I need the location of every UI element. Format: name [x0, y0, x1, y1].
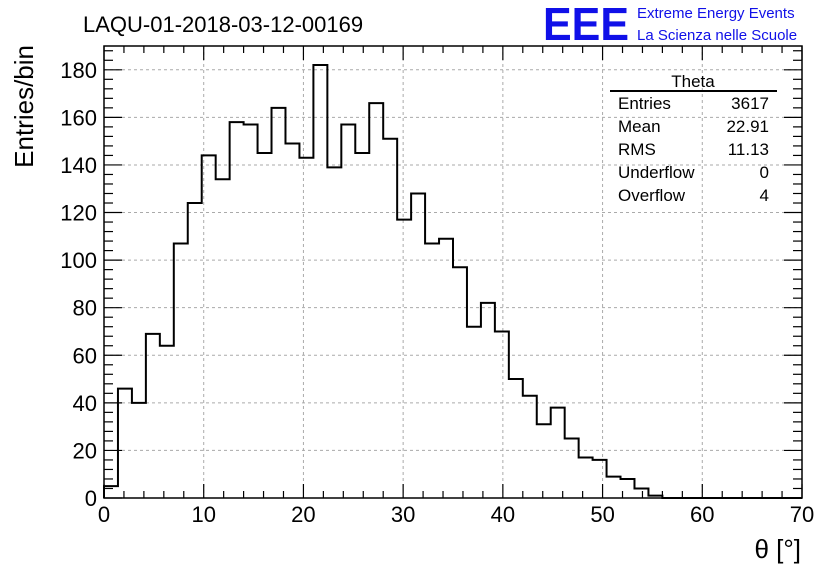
histogram-bin	[299, 158, 313, 498]
histogram-bin	[313, 65, 327, 498]
histogram-bin	[327, 167, 341, 498]
histogram-bin	[634, 488, 648, 498]
x-tick-label: 10	[191, 502, 215, 527]
x-tick-label: 50	[590, 502, 614, 527]
stats-value: 3617	[731, 94, 769, 113]
histogram-bin	[341, 125, 355, 498]
histogram-bin	[188, 203, 202, 498]
x-tick-label: 30	[391, 502, 415, 527]
histogram-bin	[118, 389, 132, 498]
histogram-bin	[495, 331, 509, 498]
stats-value: 4	[760, 186, 769, 205]
x-tick-label: 70	[790, 502, 814, 527]
histogram-bin	[216, 179, 230, 498]
histogram-line	[103, 64, 802, 499]
histogram-bin	[244, 125, 258, 498]
x-tick-label: 40	[491, 502, 515, 527]
logo-mark: EEE	[543, 0, 629, 50]
y-tick-label: 160	[60, 105, 97, 130]
histogram-bin	[467, 327, 481, 498]
histogram-bin	[355, 153, 369, 498]
y-tick-label: 100	[60, 248, 97, 273]
stats-value: 22.91	[726, 117, 769, 136]
y-tick-label: 60	[73, 343, 97, 368]
histogram-bin	[174, 243, 188, 498]
histogram-bin	[272, 108, 286, 498]
histogram-bin	[369, 103, 383, 498]
y-axis-title: Entries/bin	[9, 45, 39, 168]
histogram-bin	[453, 267, 467, 498]
x-axis-title: θ [°]	[754, 534, 801, 564]
histogram-bin	[523, 396, 537, 498]
histogram-bin	[551, 408, 565, 498]
histogram-bin	[411, 193, 425, 498]
stats-value: 11.13	[728, 140, 769, 159]
histogram-bin	[425, 243, 439, 498]
logo-line1: Extreme Energy Events	[637, 5, 795, 22]
eee-logo: EEE Extreme Energy Events La Scienza nel…	[543, 0, 797, 50]
histogram-bin	[481, 303, 495, 498]
histogram-bin	[258, 153, 272, 498]
histogram-bin	[132, 403, 146, 498]
histogram-bin	[607, 477, 621, 498]
y-tick-label: 80	[73, 296, 97, 321]
stats-value: 0	[760, 163, 769, 182]
histogram-bin	[383, 139, 397, 498]
histogram-bin	[202, 155, 216, 498]
stats-title: Theta	[671, 72, 715, 91]
y-tick-label: 140	[60, 153, 97, 178]
histogram-bin	[509, 379, 523, 498]
stats-rows: Entries 3617 Mean 22.91 RMS 11.13 Underflow 0 Ov…	[618, 94, 769, 205]
stats-box: Theta Entries 3617 Mean 22.91 RMS 11.13 Underf…	[610, 72, 777, 205]
logo-line2: La Scienza nelle Scuole	[637, 27, 797, 44]
x-tick-label: 60	[690, 502, 714, 527]
histogram-bin	[579, 458, 593, 498]
histogram-bin	[285, 144, 299, 498]
histogram-bin	[593, 460, 607, 498]
y-tick-label: 0	[85, 486, 97, 511]
histogram-series	[103, 64, 802, 499]
histogram-bin	[146, 334, 160, 498]
stats-label: Underflow	[618, 163, 695, 182]
histogram-bin	[160, 346, 174, 498]
x-tick-label: 20	[291, 502, 315, 527]
x-tick-label: 0	[98, 502, 110, 527]
stats-label: Overflow	[618, 186, 686, 205]
plot-frame	[103, 45, 803, 499]
stats-label: Mean	[618, 117, 661, 136]
y-tick-label: 20	[73, 438, 97, 463]
y-tick-label: 180	[60, 58, 97, 83]
histogram-bin	[397, 220, 411, 498]
y-tick-label: 120	[60, 201, 97, 226]
histogram-bin	[565, 439, 579, 498]
stats-label: RMS	[618, 140, 656, 159]
axes	[103, 45, 803, 499]
y-tick-label: 40	[73, 391, 97, 416]
chart-title: LAQU-01-2018-03-12-00169	[83, 12, 363, 37]
histogram-bin	[537, 424, 551, 498]
histogram-bin	[230, 122, 244, 498]
histogram-bin	[439, 239, 453, 498]
stats-label: Entries	[618, 94, 671, 113]
